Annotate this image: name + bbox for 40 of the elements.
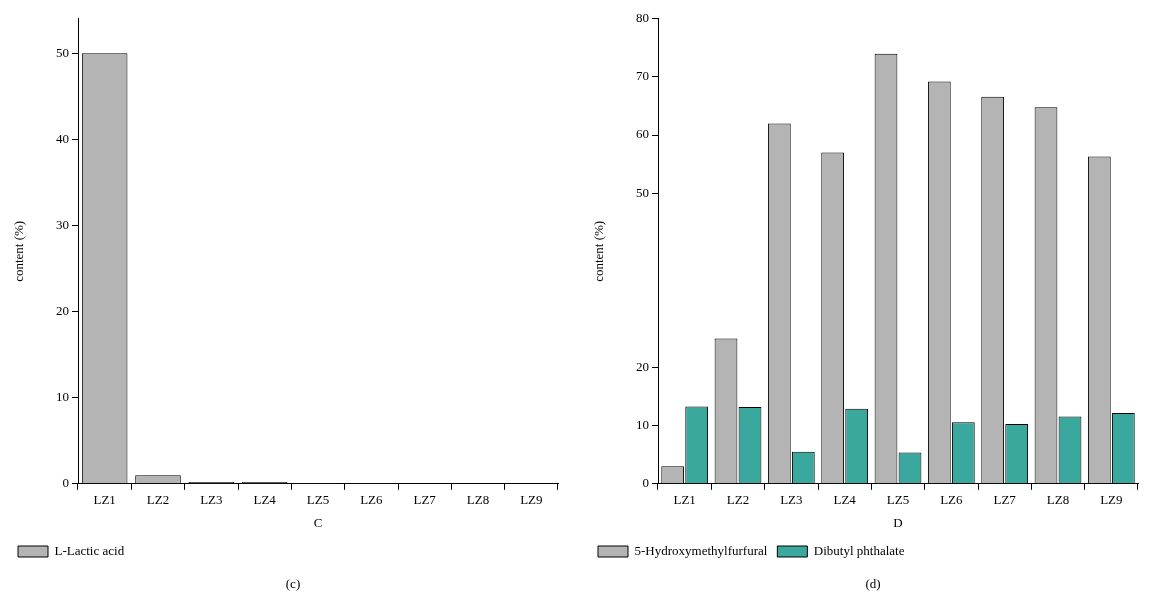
y-tick-label: 70 [636, 68, 649, 84]
x-tick-label: LZ9 [520, 492, 543, 508]
y-tick-label: 20 [56, 303, 69, 318]
y-axis-title: content (%) [11, 220, 27, 282]
x-tick-label: LZ6 [360, 492, 384, 508]
x-tick-label: LZ7 [413, 492, 437, 508]
x-tick-label: LZ2 [726, 492, 750, 508]
y-tick-label: 50 [636, 184, 649, 200]
x-tick-label: LZ4 [833, 492, 857, 508]
x-tick-label: LZ6 [940, 492, 964, 508]
y-tick-label: 0 [642, 475, 649, 491]
y-tick-label: 10 [56, 389, 69, 405]
x-tick-label: LZ8 [1046, 492, 1070, 508]
x-tick-label: LZ3 [200, 492, 223, 508]
x-axis-title: D [893, 514, 903, 530]
x-tick-label: LZ7 [993, 492, 1017, 508]
x-tick-label: LZ5 [306, 492, 330, 508]
y-tick-label: 50 [56, 44, 69, 60]
x-tick-label: LZ5 [886, 492, 910, 508]
text: (c) [284, 576, 302, 592]
y-tick-label: 20 [636, 358, 649, 374]
y-tick-label: 40 [56, 130, 69, 146]
x-tick-label: LZ3 [780, 492, 803, 508]
y-tick-label: 80 [636, 10, 649, 26]
legend-label: 5-Hydroxymethylfurfural [634, 542, 768, 558]
x-tick-label: LZ1 [93, 492, 116, 508]
x-tick-label: LZ8 [466, 492, 490, 508]
x-tick-label: LZ4 [253, 492, 277, 508]
x-tick-label: LZ2 [146, 492, 170, 508]
legend-label: Dibutyl phthalate [813, 542, 905, 558]
x-axis-title: C [313, 514, 323, 530]
x-tick-label: LZ1 [673, 492, 696, 508]
y-tick-label: 0 [62, 475, 69, 491]
y-axis-title: content (%) [591, 220, 607, 282]
y-tick-label: 60 [636, 126, 649, 142]
y-tick-label: 10 [636, 417, 649, 433]
x-tick-label: LZ9 [1100, 492, 1123, 508]
text: (d) [864, 576, 882, 592]
legend-label: L-Lactic acid [54, 542, 125, 558]
y-tick-label: 30 [56, 216, 69, 232]
